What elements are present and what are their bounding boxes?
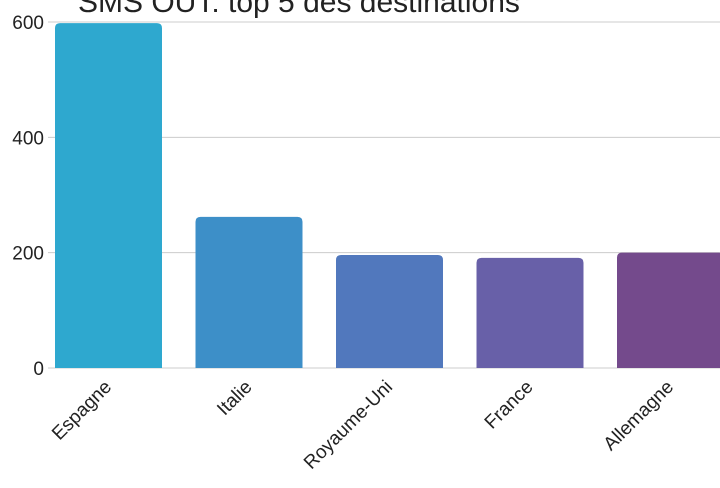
y-tick-label: 0 <box>33 359 44 380</box>
y-tick-label: 400 <box>12 128 44 149</box>
bar-espagne <box>55 23 162 369</box>
bar-allemagne <box>617 252 720 368</box>
y-tick-label: 600 <box>12 13 44 34</box>
y-tick-label: 200 <box>12 244 44 265</box>
x-axis-labels: Espagne Italie Royaume-Uni France Allemagne <box>48 377 678 474</box>
bar-france <box>476 257 584 368</box>
x-category-label: Royaume-Uni <box>300 377 397 474</box>
bars <box>55 23 720 369</box>
bar-royaume-uni <box>336 254 443 368</box>
x-category-label: Italie <box>213 377 256 420</box>
x-category-label: Espagne <box>48 377 116 445</box>
y-axis-ticks: 0 200 400 600 <box>12 13 44 380</box>
x-category-label: France <box>481 377 538 434</box>
x-category-label: Allemagne <box>600 377 678 455</box>
chart-title: SMS OUT: top 5 des destinations <box>78 0 520 19</box>
bar-italie <box>195 216 303 368</box>
